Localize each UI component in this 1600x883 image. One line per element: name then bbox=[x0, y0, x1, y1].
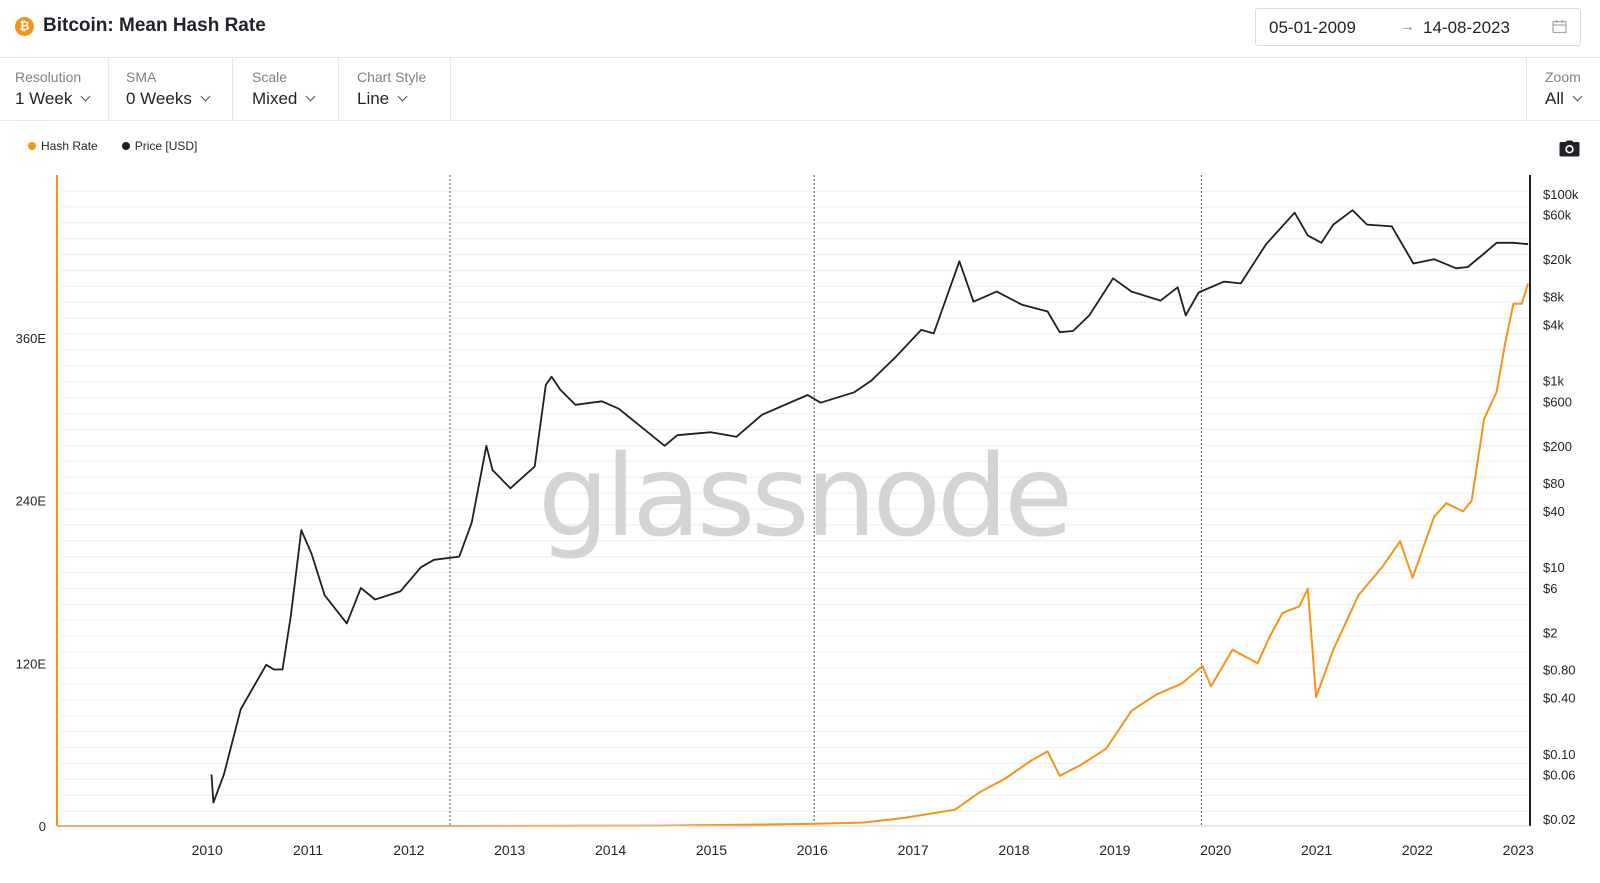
right-tick-label: $20k bbox=[1543, 252, 1572, 267]
calendar-icon[interactable] bbox=[1552, 19, 1567, 34]
chart-axes bbox=[56, 175, 1531, 827]
right-tick-label: $40 bbox=[1543, 504, 1565, 519]
right-tick-label: $0.06 bbox=[1543, 767, 1576, 782]
chart-header: ₿ Bitcoin: Mean Hash Rate 05-01-2009 → 1… bbox=[0, 0, 1600, 58]
zoom-dropdown[interactable]: Zoom All bbox=[1526, 58, 1600, 120]
grid-lines bbox=[62, 190, 1528, 812]
right-tick-label: $100k bbox=[1543, 187, 1579, 202]
scale-dropdown[interactable]: Scale Mixed bbox=[233, 58, 339, 120]
page-title: Bitcoin: Mean Hash Rate bbox=[43, 15, 266, 36]
date-end-input[interactable]: 14-08-2023 bbox=[1423, 18, 1510, 37]
left-axis-ticks: 0 120E 240E 360E bbox=[16, 331, 47, 834]
left-tick-label: 240E bbox=[16, 494, 47, 509]
x-tick-label: 2016 bbox=[797, 842, 828, 858]
sma-value[interactable]: 0 Weeks bbox=[126, 89, 211, 109]
chevron-down-icon bbox=[80, 91, 91, 102]
right-tick-label: $200 bbox=[1543, 439, 1572, 454]
sma-dropdown[interactable]: SMA 0 Weeks bbox=[109, 58, 233, 120]
date-range-picker[interactable]: 05-01-2009 → 14-08-2023 bbox=[1255, 8, 1581, 46]
sma-label: SMA bbox=[126, 69, 157, 85]
hash-rate-line bbox=[57, 283, 1530, 827]
resolution-value[interactable]: 1 Week bbox=[15, 89, 91, 109]
right-tick-label: $8k bbox=[1543, 289, 1564, 304]
left-tick-label: 120E bbox=[16, 656, 47, 671]
camera-icon[interactable] bbox=[1559, 140, 1580, 157]
x-tick-label: 2019 bbox=[1099, 842, 1130, 858]
right-axis-ticks: $0.02 $0.06 $0.10 $0.40 $0.80 $2 $6 $10 $40 $80 $2… bbox=[1543, 187, 1579, 827]
price-line bbox=[210, 209, 1529, 804]
chevron-down-icon bbox=[397, 91, 408, 102]
x-tick-label: 2012 bbox=[393, 842, 424, 858]
legend-label: Price [USD] bbox=[134, 139, 198, 153]
x-tick-label: 2023 bbox=[1503, 842, 1534, 858]
resolution-label: Resolution bbox=[15, 69, 82, 85]
right-tick-label: $0.10 bbox=[1543, 747, 1576, 762]
legend-item-price[interactable]: Price [USD] bbox=[121, 139, 198, 153]
x-tick-label: 2011 bbox=[293, 842, 323, 858]
x-tick-label: 2013 bbox=[494, 842, 525, 858]
right-tick-label: $600 bbox=[1543, 394, 1572, 409]
chevron-down-icon bbox=[305, 91, 316, 102]
legend-item-hash-rate[interactable]: Hash Rate bbox=[28, 139, 98, 153]
x-axis-ticks: 2010 2011 2012 2013 2014 2015 2016 2017 2018 2019… bbox=[192, 842, 1534, 858]
x-tick-label: 2015 bbox=[696, 842, 727, 858]
series-lines bbox=[57, 209, 1530, 827]
zoom-label: Zoom bbox=[1545, 69, 1581, 85]
resolution-dropdown[interactable]: Resolution 1 Week bbox=[0, 58, 109, 120]
legend-label: Hash Rate bbox=[41, 139, 98, 153]
x-tick-label: 2017 bbox=[898, 842, 929, 858]
chart-legend: Hash Rate Price [USD] bbox=[28, 139, 197, 153]
chart-style-dropdown[interactable]: Chart Style Line bbox=[339, 58, 451, 120]
right-tick-label: $1k bbox=[1543, 374, 1564, 389]
right-tick-label: $10 bbox=[1543, 560, 1565, 575]
chart-toolbar: Resolution 1 Week SMA 0 Weeks Scale Mixe… bbox=[0, 58, 1600, 121]
left-tick-label: 0 bbox=[39, 819, 46, 834]
right-tick-label: $2 bbox=[1543, 625, 1557, 640]
glassnode-watermark: glassnode bbox=[538, 432, 1069, 562]
scale-value[interactable]: Mixed bbox=[252, 89, 316, 109]
chart-style-value[interactable]: Line bbox=[357, 89, 408, 109]
x-tick-label: 2018 bbox=[998, 842, 1029, 858]
scale-label: Scale bbox=[252, 69, 288, 85]
chevron-down-icon bbox=[200, 91, 211, 102]
x-tick-label: 2022 bbox=[1402, 842, 1433, 858]
halving-lines bbox=[449, 175, 1202, 826]
right-tick-label: $0.02 bbox=[1543, 812, 1576, 827]
bitcoin-icon: ₿ bbox=[15, 17, 34, 36]
right-tick-label: $60k bbox=[1543, 208, 1572, 223]
right-tick-label: $4k bbox=[1543, 317, 1564, 332]
left-tick-label: 360E bbox=[16, 331, 47, 346]
right-tick-label: $0.40 bbox=[1543, 691, 1576, 706]
legend-dot-icon bbox=[121, 142, 130, 150]
chart-style-label: Chart Style bbox=[357, 69, 427, 85]
legend-dot-icon bbox=[28, 142, 36, 150]
chevron-down-icon bbox=[1572, 91, 1583, 102]
x-tick-label: 2010 bbox=[192, 842, 223, 858]
x-tick-label: 2021 bbox=[1301, 842, 1332, 858]
x-tick-label: 2014 bbox=[595, 842, 626, 858]
right-tick-label: $80 bbox=[1543, 476, 1565, 491]
arrow-right-icon: → bbox=[1400, 18, 1415, 35]
zoom-value[interactable]: All bbox=[1545, 89, 1583, 109]
x-tick-label: 2020 bbox=[1200, 842, 1231, 858]
date-start-input[interactable]: 05-01-2009 bbox=[1269, 18, 1356, 37]
right-tick-label: $6 bbox=[1543, 581, 1557, 596]
right-tick-label: $0.80 bbox=[1543, 663, 1576, 678]
